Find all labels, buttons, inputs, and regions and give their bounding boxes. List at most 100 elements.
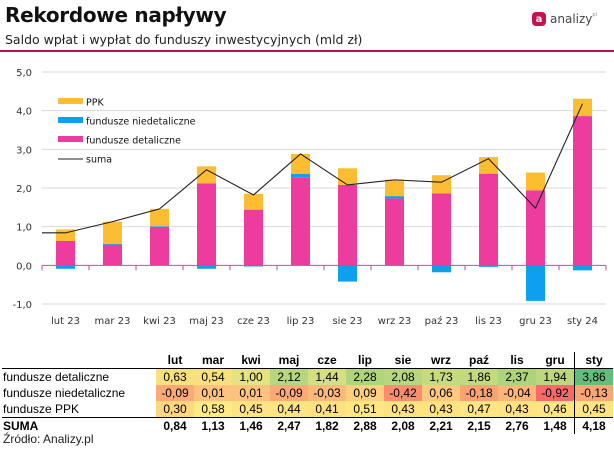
table-cell: -0,04 xyxy=(498,385,536,401)
table-cell: -0,92 xyxy=(536,385,575,401)
table-cell: 1,86 xyxy=(460,368,498,385)
x-tick-label: lut 23 xyxy=(51,316,80,327)
table-row: fundusze detaliczne 0,63 0,54 1,00 2,12 1,44 2… xyxy=(2,368,613,385)
bar-niedetaliczne xyxy=(526,265,545,301)
bar-ppk xyxy=(103,221,122,245)
x-tick-label: wrz 23 xyxy=(378,316,411,327)
table-cell: 1,73 xyxy=(422,368,460,385)
table-header-cell: lip xyxy=(346,352,384,369)
table-corner xyxy=(2,352,156,369)
x-tick-label: lis 23 xyxy=(475,316,502,327)
y-tick-label: 3,0 xyxy=(16,145,32,156)
chart-title: Rekordowe napływy xyxy=(5,3,227,27)
suma-line-series xyxy=(42,103,584,234)
table-cell: 0,09 xyxy=(346,385,384,401)
bar-niedetaliczne xyxy=(103,244,122,245)
bar-niedetaliczne xyxy=(573,265,592,271)
table-cell: -0,18 xyxy=(460,385,498,401)
bar-detaliczne xyxy=(573,116,592,266)
table-row: fundusze niedetaliczne -0,09 0,01 0,01 -0,09… xyxy=(2,385,613,401)
bar-niedetaliczne xyxy=(291,173,310,178)
bar-detaliczne xyxy=(56,240,75,266)
bar-niedetaliczne xyxy=(338,265,357,282)
table-cell: -0,42 xyxy=(384,385,422,401)
bar-niedetaliczne xyxy=(479,265,498,267)
x-tick-label: sie 23 xyxy=(332,316,362,327)
table-header-cell: paź xyxy=(460,352,498,369)
table-cell: 2,76 xyxy=(498,417,536,434)
bar-niedetaliczne xyxy=(385,196,404,199)
legend-swatch-niedetaliczne xyxy=(58,117,83,123)
table-cell: 0,54 xyxy=(194,368,232,385)
y-tick-label: -1,0 xyxy=(12,300,32,311)
x-tick-label: maj 23 xyxy=(189,316,224,327)
bar-ppk xyxy=(338,168,357,185)
table-cell: 2,15 xyxy=(460,417,498,434)
table-cell: 0,41 xyxy=(308,401,346,418)
table-cell: -0,13 xyxy=(574,385,613,401)
legend: PPK fundusze niedetaliczne fundusze detali… xyxy=(58,98,196,166)
table-cell: 0,47 xyxy=(460,401,498,418)
table-cell: 2,12 xyxy=(270,368,308,385)
x-tick-label: gru 23 xyxy=(519,316,552,327)
legend-swatch-ppk xyxy=(58,98,83,104)
table-cell: -0,09 xyxy=(270,385,308,401)
source-note: Źródło: Analizy.pl xyxy=(3,432,94,446)
table-cell: 2,88 xyxy=(346,417,384,434)
bar-ppk xyxy=(385,179,404,197)
bar-ppk xyxy=(150,208,169,227)
table-cell: 3,86 xyxy=(574,368,613,385)
x-tick-label: paź 23 xyxy=(425,315,459,327)
table-header-cell: cze xyxy=(308,352,346,369)
table-cell: 4,18 xyxy=(574,417,613,434)
table-cell: 2,08 xyxy=(384,417,422,434)
bar-detaliczne xyxy=(526,190,545,266)
legend-label: fundusze niedetaliczne xyxy=(86,117,196,128)
bar-detaliczne xyxy=(479,173,498,266)
x-axis xyxy=(41,264,607,271)
bar-detaliczne xyxy=(385,198,404,266)
header-divider xyxy=(0,50,614,52)
table-cell: 0,63 xyxy=(156,368,194,385)
legend-label: fundusze detaliczne xyxy=(86,136,181,147)
table-row-label: fundusze niedetaliczne xyxy=(3,386,126,400)
table-row: fundusze PPK 0,30 0,58 0,45 0,44 0,41 0,51 0,43… xyxy=(2,401,613,418)
x-tick-label: kwi 23 xyxy=(143,316,176,327)
bar-detaliczne xyxy=(291,177,310,266)
table-header-cell: gru xyxy=(536,352,575,369)
logo-mark-icon: a xyxy=(532,12,546,26)
bar-ppk xyxy=(56,229,75,241)
x-tick-label: mar 23 xyxy=(95,316,131,327)
bars xyxy=(56,98,592,301)
analizy-logo: a analizypl xyxy=(532,12,597,26)
table-cell: 0,58 xyxy=(194,401,232,418)
table-cell: 1,82 xyxy=(308,417,346,434)
legend-swatch-detaliczne xyxy=(58,136,83,142)
bar-ppk xyxy=(573,98,592,117)
x-tick-label: lip 23 xyxy=(287,316,315,327)
table-cell: 0,45 xyxy=(232,401,270,418)
bar-niedetaliczne xyxy=(150,226,169,228)
table-cell: 0,44 xyxy=(270,401,308,418)
bar-detaliczne xyxy=(150,226,169,266)
table-cell: 0,01 xyxy=(232,385,270,401)
y-tick-label: 4,0 xyxy=(16,107,32,118)
table-cell: 0,43 xyxy=(384,401,422,418)
table-cell: 2,37 xyxy=(498,368,536,385)
table-row-label: fundusze detaliczne xyxy=(3,370,110,384)
table-cell: 0,30 xyxy=(156,401,194,418)
table-cell: 1,46 xyxy=(232,417,270,434)
table-header-cell: maj xyxy=(270,352,308,369)
table-cell: 1,48 xyxy=(536,417,575,434)
logo-superscript: pl xyxy=(592,12,597,18)
table-cell: 2,47 xyxy=(270,417,308,434)
gridlines xyxy=(42,71,606,305)
logo-text: analizypl xyxy=(550,12,597,26)
table-cell: 1,00 xyxy=(232,368,270,385)
table-cell: 1,44 xyxy=(308,368,346,385)
x-tick-label: cze 23 xyxy=(237,316,270,327)
bar-ppk xyxy=(244,193,263,210)
y-tick-label: 1,0 xyxy=(16,223,32,234)
table-cell: 2,21 xyxy=(422,417,460,434)
x-tick-label: sty 24 xyxy=(567,316,598,327)
